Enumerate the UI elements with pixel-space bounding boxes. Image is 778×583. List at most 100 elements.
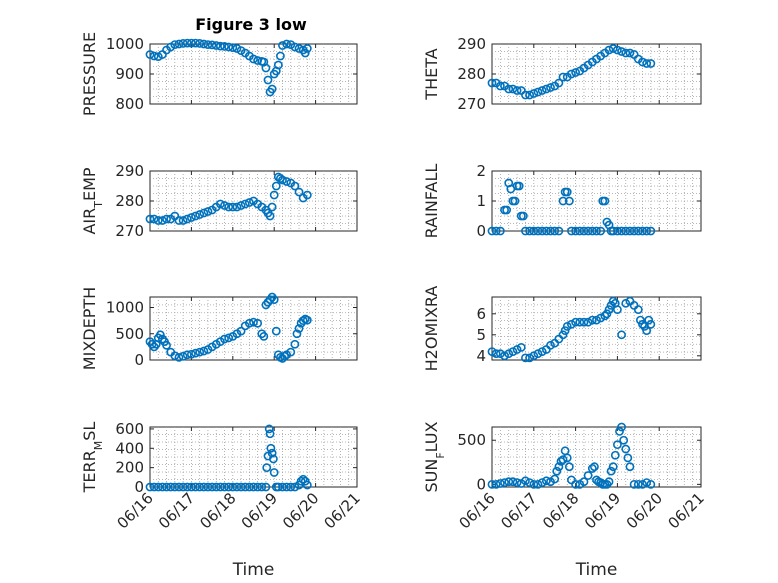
data-point bbox=[153, 52, 163, 61]
data-point bbox=[537, 347, 547, 356]
data-point bbox=[174, 39, 184, 49]
data-point bbox=[590, 462, 599, 472]
data-point bbox=[191, 348, 200, 358]
data-point bbox=[174, 352, 184, 362]
data-point bbox=[186, 349, 196, 359]
data-point bbox=[606, 300, 616, 310]
subplot-5: 4 5 6 H2OMIXRA bbox=[422, 286, 702, 371]
data-point bbox=[290, 42, 300, 52]
data-point bbox=[244, 482, 254, 492]
data-point bbox=[166, 482, 176, 492]
data-point bbox=[525, 90, 535, 100]
data-point bbox=[541, 476, 551, 486]
data-point bbox=[265, 211, 275, 221]
series-0 bbox=[487, 422, 656, 489]
data-point bbox=[571, 226, 580, 236]
y-tick-label: 290 bbox=[115, 162, 144, 180]
data-point bbox=[571, 317, 580, 327]
data-point bbox=[199, 208, 209, 218]
data-point bbox=[579, 477, 589, 487]
data-point bbox=[533, 87, 543, 97]
data-point bbox=[178, 482, 188, 492]
data-point bbox=[592, 226, 601, 236]
data-point bbox=[610, 450, 620, 460]
data-point bbox=[558, 330, 568, 340]
data-point bbox=[552, 466, 562, 476]
data-point bbox=[195, 39, 205, 48]
data-point bbox=[638, 479, 647, 489]
data-point bbox=[633, 305, 643, 314]
data-point bbox=[487, 347, 497, 356]
data-point bbox=[296, 476, 306, 486]
y-tick-label: 200 bbox=[115, 459, 144, 477]
data-point bbox=[642, 478, 652, 487]
subplot-4: 0 500 1000 MIXDEPTH bbox=[80, 287, 358, 370]
data-point bbox=[276, 51, 285, 61]
data-point bbox=[290, 482, 300, 492]
data-point bbox=[646, 59, 656, 68]
axes-box bbox=[149, 170, 358, 232]
data-point bbox=[495, 479, 505, 488]
data-point bbox=[525, 353, 535, 363]
data-point bbox=[608, 226, 618, 236]
data-point bbox=[228, 43, 238, 52]
data-point bbox=[267, 84, 277, 94]
y-tick-label: 1000 bbox=[106, 35, 144, 53]
data-point bbox=[240, 482, 250, 492]
data-point bbox=[199, 39, 209, 49]
y-tick-label: 0 bbox=[476, 222, 486, 240]
data-point bbox=[487, 226, 497, 236]
axes-box bbox=[149, 296, 358, 361]
data-point bbox=[633, 479, 643, 489]
series-0 bbox=[487, 178, 656, 236]
data-point bbox=[575, 226, 585, 236]
data-point bbox=[294, 324, 304, 333]
data-point bbox=[608, 296, 618, 306]
data-point bbox=[228, 202, 238, 212]
data-point bbox=[271, 326, 281, 336]
data-point bbox=[525, 226, 535, 236]
data-point bbox=[174, 216, 184, 225]
y-tick-label: 1 bbox=[476, 192, 486, 210]
data-point bbox=[604, 477, 614, 487]
data-point bbox=[149, 214, 159, 224]
data-point bbox=[286, 482, 296, 492]
data-point bbox=[562, 453, 572, 463]
subplot-3: 0 1 2 RAINFALL bbox=[422, 162, 702, 240]
data-point bbox=[236, 482, 246, 492]
data-point bbox=[567, 226, 576, 236]
data-point bbox=[571, 479, 580, 489]
data-point bbox=[220, 334, 229, 344]
y-tick-label: 0 bbox=[134, 478, 144, 496]
data-point bbox=[265, 429, 275, 439]
data-point bbox=[554, 226, 564, 236]
data-point bbox=[266, 443, 276, 453]
data-point bbox=[203, 482, 213, 492]
data-point bbox=[508, 477, 518, 487]
data-point bbox=[244, 198, 254, 207]
data-point bbox=[615, 427, 624, 436]
data-point bbox=[587, 464, 597, 473]
data-point bbox=[302, 315, 312, 325]
data-point bbox=[512, 86, 522, 95]
data-point bbox=[625, 226, 635, 236]
data-point bbox=[273, 482, 283, 492]
y-tick-label: 290 bbox=[457, 35, 486, 53]
data-point bbox=[153, 482, 163, 492]
data-point bbox=[207, 40, 217, 50]
data-point bbox=[583, 317, 593, 327]
data-point bbox=[537, 226, 547, 236]
data-point bbox=[170, 40, 180, 49]
data-point bbox=[533, 226, 543, 236]
data-point bbox=[236, 326, 246, 336]
data-point bbox=[224, 333, 234, 343]
data-point bbox=[521, 90, 530, 100]
subplot-2: 270 280 290 AIRTEMP bbox=[80, 162, 358, 240]
data-point bbox=[646, 226, 656, 236]
data-point bbox=[600, 311, 610, 321]
data-point bbox=[604, 45, 614, 55]
data-point bbox=[604, 305, 614, 314]
data-point bbox=[583, 471, 593, 480]
data-point bbox=[613, 440, 622, 450]
y-tick-label: 270 bbox=[115, 222, 144, 240]
